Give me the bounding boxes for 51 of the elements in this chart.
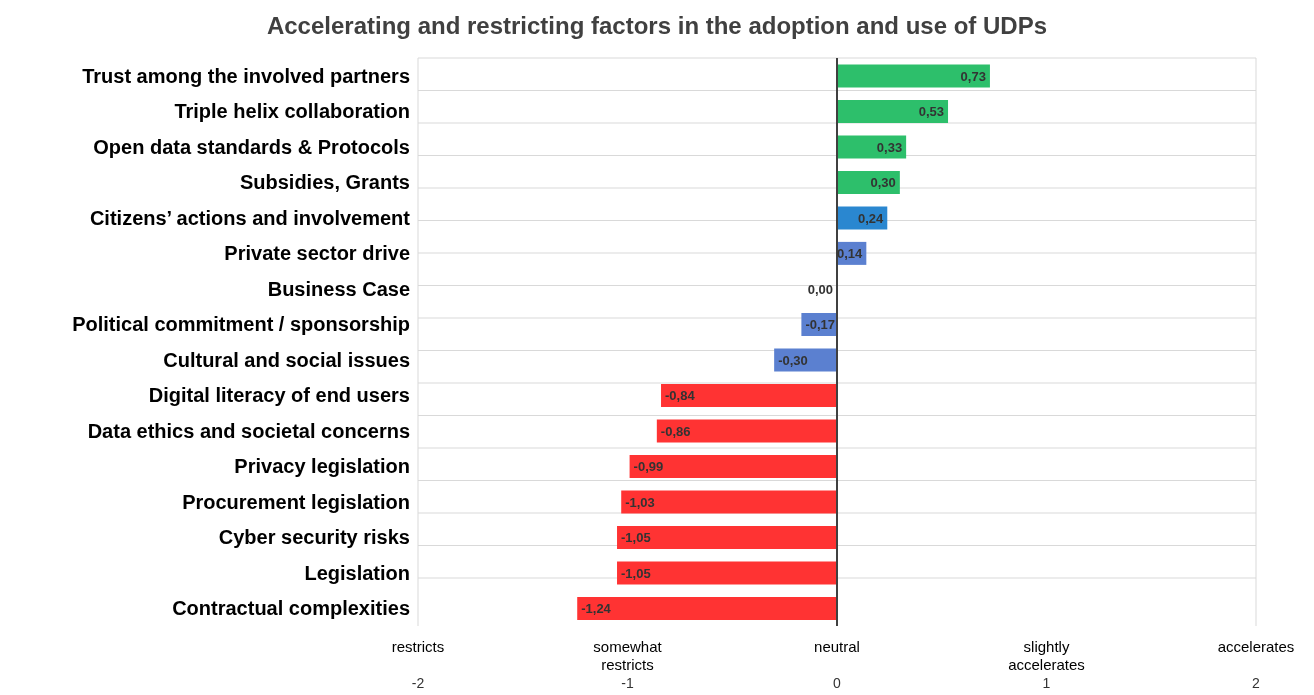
text: somewhat restricts: [593, 638, 663, 673]
data-label: 0,24: [857, 210, 885, 226]
bar: [577, 596, 837, 620]
y-tick-label: Trust among the involved partners: [82, 64, 410, 87]
y-tick-label: Digital literacy of end users: [148, 384, 410, 407]
bar: [656, 419, 837, 443]
y-tick-label: Political commitment / sponsorship: [72, 313, 410, 336]
data-label: -0,86: [660, 423, 691, 439]
y-tick-label: Procurement legislation: [182, 490, 410, 513]
bar: [617, 561, 837, 585]
text: accelerates: [1217, 638, 1295, 655]
y-tick-label: Open data standards & Protocols: [93, 135, 410, 158]
x-tick-label: 1: [1042, 674, 1051, 691]
bar: [621, 490, 837, 514]
y-tick-label: Privacy legislation: [234, 455, 410, 478]
text: slightly accelerates: [1008, 638, 1085, 673]
bar: [617, 525, 837, 549]
data-label: 0,53: [918, 104, 945, 120]
chart-title: Accelerating and restricting factors in the adoption and use of UDPs: [265, 12, 1049, 40]
y-tick-label: Business Case: [267, 277, 410, 300]
y-tick-label: Triple helix collaboration: [174, 100, 410, 123]
y-tick-label: Contractual complexities: [172, 597, 410, 620]
x-tick-label: 0: [833, 674, 842, 691]
y-tick-label: Data ethics and societal concerns: [87, 419, 410, 442]
text: restricts: [391, 638, 445, 655]
x-tick-label: -1: [621, 674, 634, 691]
data-label: -1,05: [621, 530, 651, 546]
data-label: 0,00: [807, 281, 833, 297]
data-label: -1,24: [581, 601, 612, 617]
y-tick-label: Citizens’ actions and involvement: [89, 206, 411, 229]
x-tick-label: 2: [1252, 674, 1261, 691]
bar: [837, 64, 990, 88]
y-tick-label: Cultural and social issues: [163, 348, 410, 371]
bar: [837, 99, 949, 123]
data-label: -1,05: [621, 565, 651, 581]
y-tick-label: Subsidies, Grants: [239, 171, 410, 194]
data-label: -0,99: [633, 459, 664, 475]
data-label: 0,33: [876, 139, 903, 155]
text: neutral: [814, 638, 860, 655]
y-tick-label: Cyber security risks: [218, 526, 410, 549]
y-tick-label: Legislation: [304, 561, 410, 584]
x-tick-label: -2: [411, 674, 425, 691]
data-label: 0,30: [870, 175, 896, 191]
data-label: -0,84: [665, 388, 696, 404]
data-label: -1,03: [625, 494, 655, 510]
bar: [629, 454, 837, 478]
data-label: 0,73: [960, 68, 986, 84]
bar: [661, 383, 837, 407]
data-label: -0,17: [805, 317, 836, 333]
y-tick-label: Private sector drive: [224, 242, 410, 265]
data-label: -0,30: [778, 352, 808, 368]
